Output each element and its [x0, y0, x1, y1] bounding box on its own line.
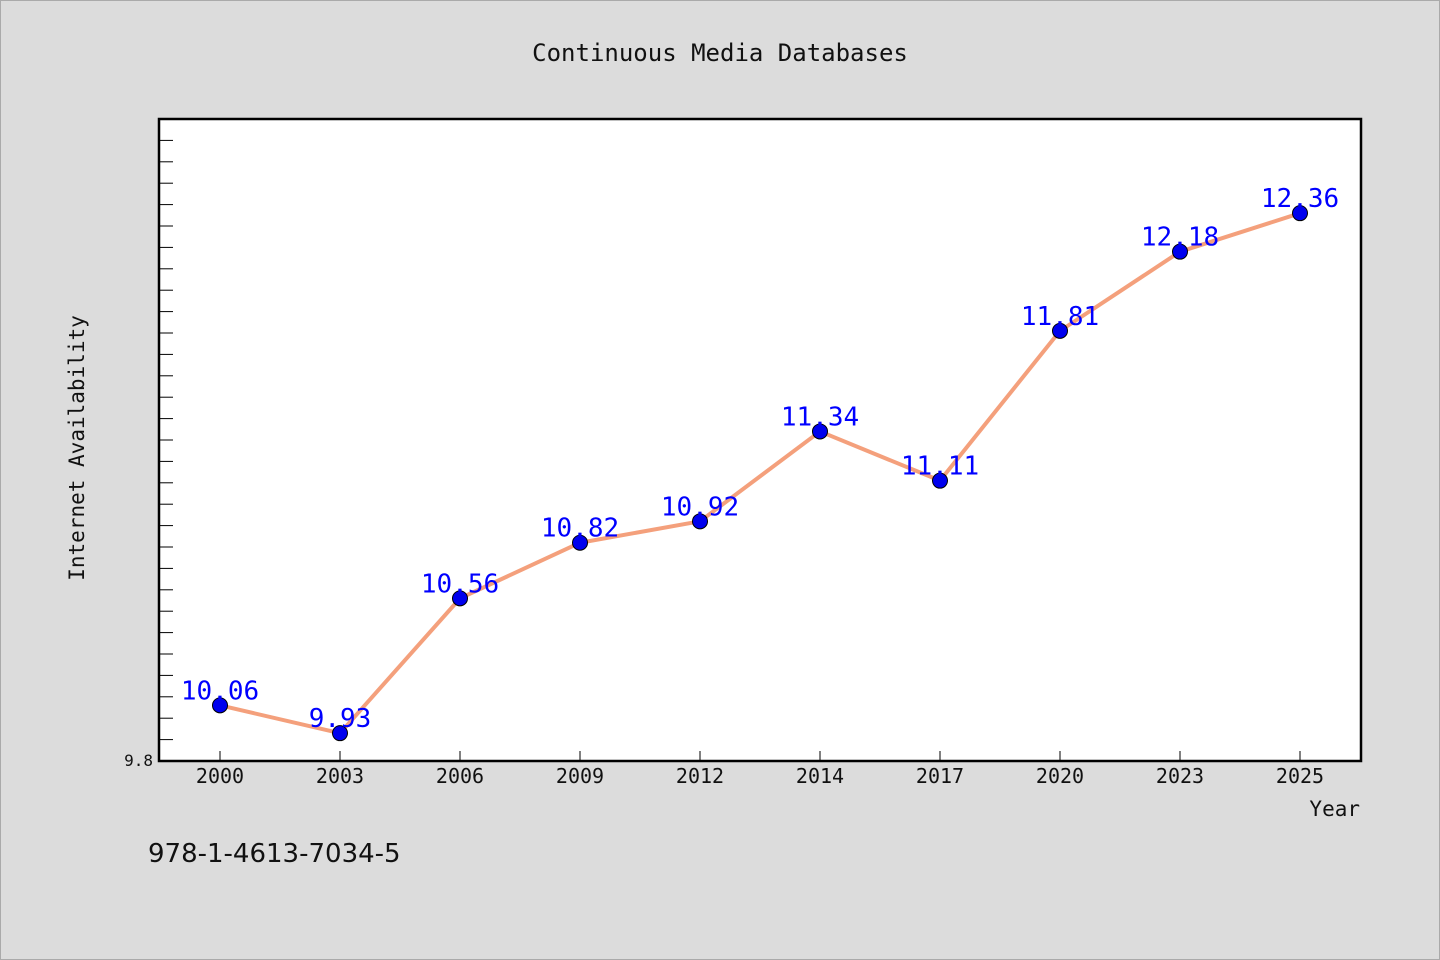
x-tick-label: 2023 [1156, 764, 1204, 788]
data-point [452, 590, 468, 607]
data-point [212, 697, 228, 714]
series-layer [218, 211, 1302, 736]
data-point [1172, 243, 1188, 260]
y-tick-label: 9.8 [124, 751, 153, 770]
data-point [1052, 322, 1068, 339]
data-label: 10.56 [421, 569, 499, 599]
x-tick-label: 2000 [196, 764, 244, 788]
series-line [218, 211, 1302, 736]
chart-title: Continuous Media Databases [532, 39, 908, 67]
data-label: 11.81 [1021, 302, 1099, 332]
x-axis-label: Year [1309, 797, 1360, 821]
data-label: 9.93 [309, 704, 372, 734]
y-axis-label: Internet Availability [65, 315, 89, 581]
x-axis-ticks: 2000 2003 2006 2009 2012 2014 2017 2020 2023 2025 [196, 751, 1324, 788]
points-layer [212, 205, 1308, 742]
x-tick-label: 2006 [436, 764, 484, 788]
data-label: 12.18 [1141, 223, 1219, 253]
y-axis-ticks: 9.8 [124, 118, 173, 770]
data-point [932, 472, 948, 489]
data-point [572, 534, 588, 551]
data-label: 11.11 [901, 452, 979, 482]
x-tick-label: 2012 [676, 764, 724, 788]
data-label: 12.36 [1261, 184, 1339, 214]
data-label: 11.34 [781, 402, 859, 432]
x-tick-label: 2003 [316, 764, 364, 788]
data-label: 10.82 [541, 514, 619, 544]
data-point [1292, 205, 1308, 222]
x-tick-label: 2017 [916, 764, 964, 788]
isbn-text: 978-1-4613-7034-5 [148, 839, 401, 869]
data-point [692, 513, 708, 530]
data-label: 10.92 [661, 492, 739, 522]
data-point [332, 725, 348, 742]
x-tick-label: 2014 [796, 764, 844, 788]
x-tick-label: 2009 [556, 764, 604, 788]
x-tick-label: 2025 [1276, 764, 1324, 788]
x-tick-label: 2020 [1036, 764, 1084, 788]
plot-area [157, 117, 1363, 763]
data-label: 10.06 [181, 676, 259, 706]
data-labels-layer: 10.06 9.93 10.56 10.82 10.92 11.34 11.11 11.81 1… [181, 184, 1339, 734]
data-point [812, 423, 828, 440]
